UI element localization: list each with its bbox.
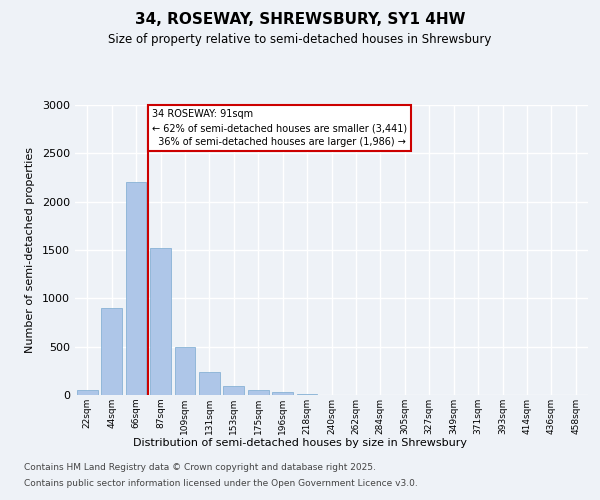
Text: Size of property relative to semi-detached houses in Shrewsbury: Size of property relative to semi-detach… bbox=[109, 32, 491, 46]
Text: 34 ROSEWAY: 91sqm
← 62% of semi-detached houses are smaller (3,441)
  36% of sem: 34 ROSEWAY: 91sqm ← 62% of semi-detached… bbox=[152, 110, 407, 148]
Text: Contains public sector information licensed under the Open Government Licence v3: Contains public sector information licen… bbox=[24, 478, 418, 488]
Bar bbox=[150, 248, 171, 395]
Bar bbox=[199, 372, 220, 395]
Bar bbox=[175, 346, 196, 395]
Y-axis label: Number of semi-detached properties: Number of semi-detached properties bbox=[25, 147, 35, 353]
Bar bbox=[296, 394, 317, 395]
Bar bbox=[101, 308, 122, 395]
Bar bbox=[272, 392, 293, 395]
Bar bbox=[248, 390, 269, 395]
Bar bbox=[77, 390, 98, 395]
Text: Distribution of semi-detached houses by size in Shrewsbury: Distribution of semi-detached houses by … bbox=[133, 438, 467, 448]
Text: 34, ROSEWAY, SHREWSBURY, SY1 4HW: 34, ROSEWAY, SHREWSBURY, SY1 4HW bbox=[135, 12, 465, 28]
Bar bbox=[223, 386, 244, 395]
Bar bbox=[125, 182, 146, 395]
Text: Contains HM Land Registry data © Crown copyright and database right 2025.: Contains HM Land Registry data © Crown c… bbox=[24, 464, 376, 472]
